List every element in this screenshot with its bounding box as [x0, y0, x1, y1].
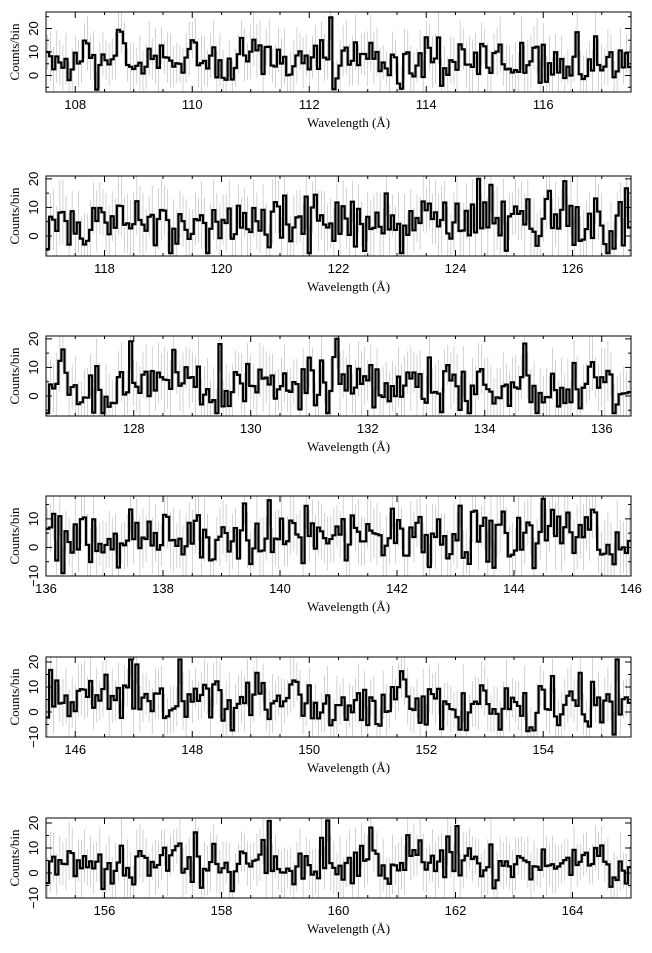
y-axis-label: Counts/bin [7, 668, 22, 726]
y-tick-label: 10 [26, 360, 41, 374]
x-tick-label: 108 [64, 97, 86, 112]
y-tick-label: 0 [26, 232, 41, 239]
y-tick-label: −10 [26, 726, 41, 748]
y-axis-label: Counts/bin [7, 507, 22, 565]
x-tick-label: 130 [240, 421, 262, 436]
y-tick-label: 10 [26, 512, 41, 526]
spectrum-panel-5: 146 148 150 152 154 −10 0 10 20 Wavelength (Å) Cou… [7, 655, 632, 775]
y-tick-label: −10 [26, 887, 41, 909]
x-tick-label: 164 [562, 903, 584, 918]
x-tick-label: 136 [35, 581, 57, 596]
y-axis-label: Counts/bin [7, 347, 22, 405]
x-tick-label: 158 [211, 903, 233, 918]
x-axis-label: Wavelength (Å) [307, 921, 390, 936]
y-axis-label: Counts/bin [7, 23, 22, 81]
x-tick-label: 140 [269, 581, 291, 596]
spectrum-panel-3: 128 130 132 134 136 0 10 20 Wavelength (Å) Counts… [7, 332, 632, 454]
x-tick-label: 156 [94, 903, 116, 918]
x-tick-label: 112 [299, 97, 320, 112]
y-tick-label: 10 [26, 680, 41, 694]
x-tick-label: 142 [386, 581, 408, 596]
x-tick-label: 148 [181, 742, 203, 757]
y-tick-label: 20 [26, 816, 41, 830]
y-tick-label: 20 [26, 172, 41, 186]
spectrum-step-line [46, 177, 631, 255]
x-tick-label: 126 [562, 261, 584, 276]
y-tick-label: 0 [26, 72, 41, 79]
x-axis-label: Wavelength (Å) [307, 115, 390, 130]
y-tick-label: 10 [26, 841, 41, 855]
x-tick-label: 144 [503, 581, 525, 596]
x-tick-label: 122 [328, 261, 350, 276]
x-tick-label: 124 [445, 261, 467, 276]
y-tick-label: 20 [26, 655, 41, 669]
x-tick-label: 146 [620, 581, 642, 596]
spectrum-step-line [46, 658, 631, 736]
x-tick-label: 150 [298, 742, 320, 757]
x-tick-label: 114 [416, 97, 437, 112]
spectrum-panel-6: 156 158 160 162 164 −10 0 10 20 Wavelength (Å) Cou… [7, 816, 632, 936]
x-tick-label: 154 [532, 742, 554, 757]
y-tick-label: 10 [26, 45, 41, 59]
y-axis-label: Counts/bin [7, 829, 22, 887]
x-tick-label: 152 [415, 742, 437, 757]
y-tick-label: 0 [26, 392, 41, 399]
y-axis-label: Counts/bin [7, 187, 22, 245]
spectrum-step-line [46, 337, 631, 415]
spectrum-panel-1: 108 110 112 114 116 0 10 20 Wavelength (Å) Counts… [7, 11, 632, 130]
x-axis-label: Wavelength (Å) [307, 439, 390, 454]
x-tick-label: 138 [152, 581, 174, 596]
spectrum-panel-4: 136 138 140 142 144 146 −10 0 10 Wavelength (Å) Co… [7, 495, 642, 614]
y-tick-label: 20 [26, 21, 41, 35]
x-axis-label: Wavelength (Å) [307, 760, 390, 775]
x-tick-label: 128 [123, 421, 145, 436]
spectrum-step-line [46, 16, 631, 91]
y-tick-label: 20 [26, 332, 41, 346]
x-tick-label: 136 [591, 421, 613, 436]
y-tick-label: 0 [26, 869, 41, 876]
x-tick-label: 146 [64, 742, 86, 757]
y-tick-label: 0 [26, 708, 41, 715]
spectrum-step-line [46, 819, 631, 893]
spectrum-step-line [46, 497, 631, 575]
x-axis-label: Wavelength (Å) [307, 599, 390, 614]
x-tick-label: 162 [445, 903, 467, 918]
y-tick-label: 10 [26, 200, 41, 214]
x-tick-label: 110 [182, 97, 203, 112]
y-tick-label: −10 [26, 565, 41, 587]
y-tick-label: 0 [26, 544, 41, 551]
x-tick-label: 160 [328, 903, 350, 918]
x-tick-label: 116 [533, 97, 554, 112]
x-tick-label: 134 [474, 421, 496, 436]
x-tick-label: 120 [211, 261, 233, 276]
x-axis-label: Wavelength (Å) [307, 279, 390, 294]
x-tick-label: 118 [94, 261, 115, 276]
spectrum-panel-2: 118 120 122 124 126 0 10 20 Wavelength (Å) Counts… [7, 172, 632, 294]
x-tick-label: 132 [357, 421, 379, 436]
